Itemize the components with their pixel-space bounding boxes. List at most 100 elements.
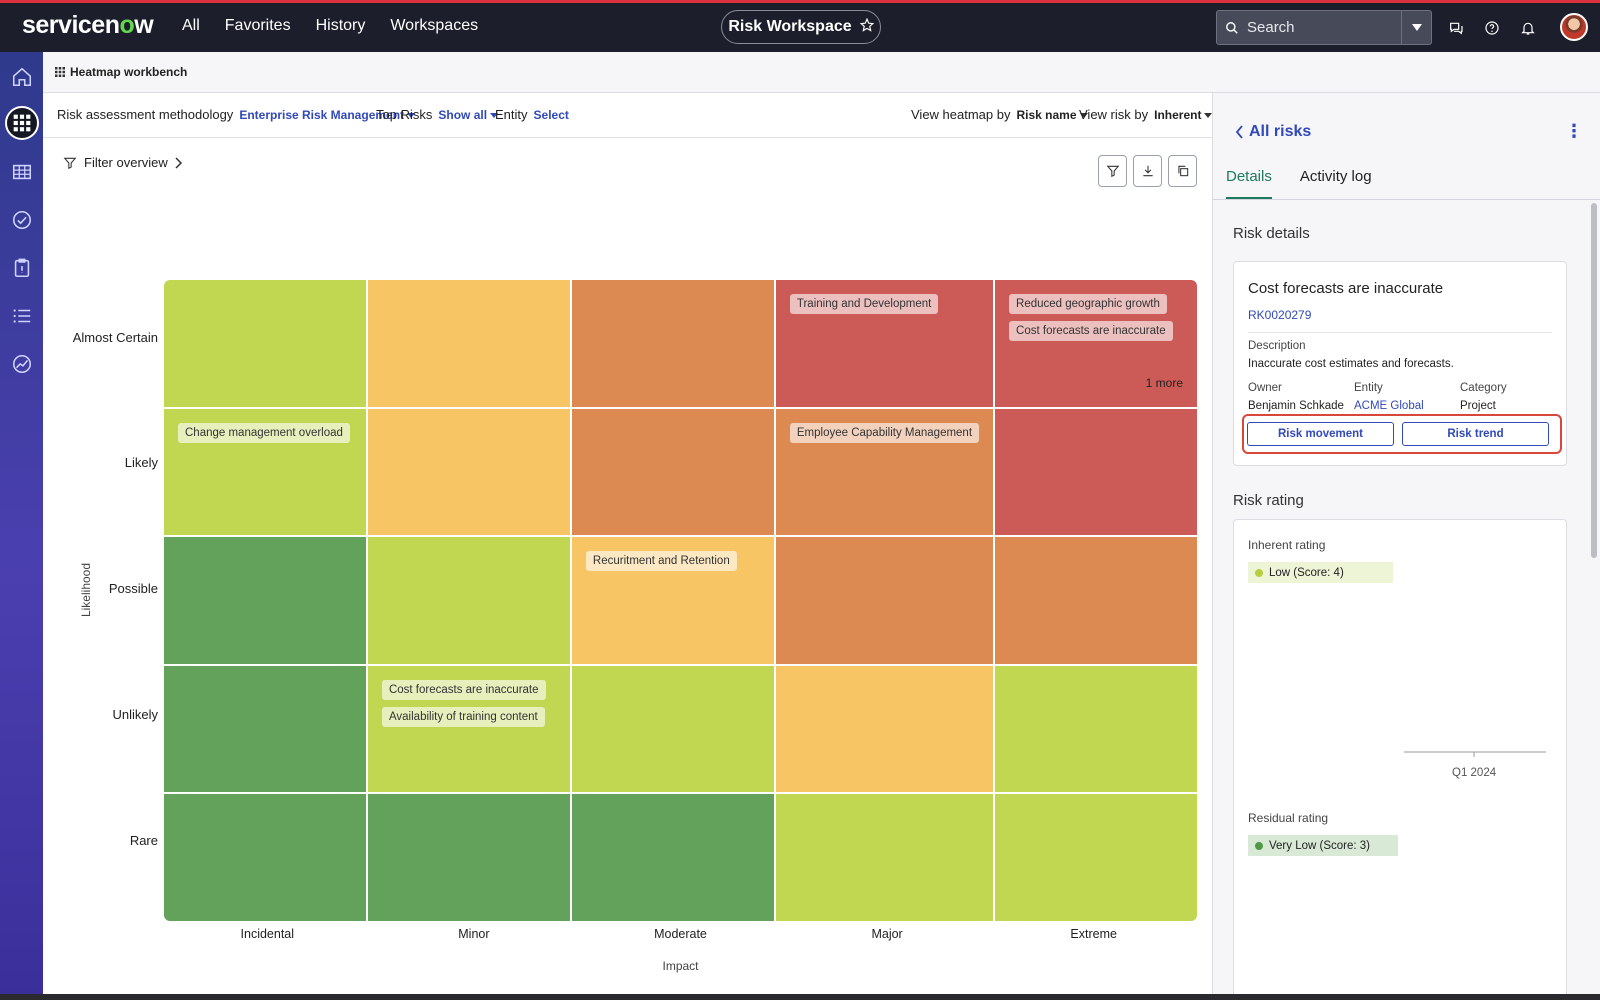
heatmap-cell[interactable]: Cost forecasts are inaccurate Availabilit…	[367, 665, 570, 793]
table-icon[interactable]	[9, 159, 35, 185]
y-label-rare: Rare	[129, 833, 158, 848]
entity-select-link[interactable]: Select	[533, 107, 569, 122]
entity-link[interactable]: ACME Global	[1354, 400, 1424, 412]
heatmap-cell[interactable]	[164, 794, 366, 921]
view-heatmap-dropdown[interactable]: Risk name	[1017, 108, 1088, 122]
heatmap-cell[interactable]	[367, 280, 570, 407]
view-heatmap-label: View heatmap by	[911, 107, 1011, 122]
bottom-strip	[0, 994, 1600, 1000]
heatmap-cell[interactable]	[995, 537, 1197, 664]
heatmap-cell[interactable]	[367, 408, 570, 536]
nav-favorites[interactable]: Favorites	[224, 17, 291, 34]
details-tabs: Details Activity log	[1213, 168, 1600, 200]
inherent-rating-badge: Low (Score: 4)	[1248, 562, 1393, 583]
all-risks-label: All risks	[1249, 123, 1312, 140]
top-nav: All Favorites History Workspaces	[182, 17, 478, 35]
view-risk-label: View risk by	[1079, 107, 1149, 122]
panel-scrollbar[interactable]	[1591, 203, 1597, 558]
view-risk-value: Inherent	[1154, 107, 1202, 122]
view-risk-dropdown[interactable]: Inherent	[1154, 107, 1213, 122]
heatmap-cell[interactable]: Recuritment and Retention	[571, 537, 774, 664]
heatmap-cell[interactable]	[367, 537, 570, 664]
help-icon[interactable]	[1482, 18, 1502, 38]
risk-chip[interactable]: Training and Development	[789, 294, 939, 314]
heatmap-cell[interactable]	[367, 794, 570, 921]
divider	[1248, 332, 1552, 333]
global-search[interactable]: Search	[1216, 10, 1432, 45]
heatmap-cell[interactable]	[571, 280, 774, 407]
tab-activity-log[interactable]: Activity log	[1299, 168, 1372, 185]
nav-all[interactable]: All	[182, 17, 200, 34]
methodology-dropdown[interactable]: Enterprise Risk Management	[239, 108, 416, 122]
heatmap-grid-icon[interactable]	[5, 106, 39, 140]
risk-details-panel: All risks ⋮ Details Activity log Risk de…	[1212, 93, 1600, 1000]
heatmap-cell[interactable]	[775, 665, 994, 793]
all-risks-back-link[interactable]: All risks	[1235, 123, 1311, 141]
user-avatar[interactable]	[1560, 13, 1588, 41]
x-label-incidental: Incidental	[240, 927, 295, 941]
analytics-gauge-icon[interactable]	[9, 351, 35, 377]
clipboard-icon[interactable]	[9, 255, 35, 281]
category-label: Category	[1460, 382, 1507, 394]
workspace-title-pill[interactable]: Risk Workspace	[721, 10, 881, 44]
heatmap-cell[interactable]	[571, 665, 774, 793]
workspace-title: Risk Workspace	[728, 18, 852, 35]
risk-details-heading: Risk details	[1233, 225, 1310, 242]
copy-button[interactable]	[1168, 155, 1197, 187]
heatmap-cell[interactable]	[775, 794, 994, 921]
risk-chip[interactable]: Employee Capability Management	[789, 422, 980, 443]
risk-trend-button[interactable]: Risk trend	[1402, 422, 1549, 446]
check-circle-icon[interactable]	[9, 207, 35, 233]
risk-chip[interactable]: Recuritment and Retention	[585, 551, 737, 572]
inherent-rating-value: Low (Score: 4)	[1269, 566, 1344, 579]
status-dot	[1255, 568, 1263, 577]
heatmap-cell[interactable]	[164, 665, 366, 793]
star-icon[interactable]	[859, 17, 874, 37]
servicenow-logo[interactable]: servicenow	[22, 11, 154, 40]
nav-history[interactable]: History	[315, 17, 366, 34]
owner-value: Benjamin Schkade	[1248, 400, 1344, 412]
risk-heatmap-grid: Training and Development Reduced geograph…	[164, 280, 1197, 921]
heatmap-cell[interactable]	[995, 408, 1197, 536]
risk-chip[interactable]: Cost forecasts are inaccurate	[1009, 321, 1173, 341]
filter-overview-toggle[interactable]: Filter overview	[63, 155, 183, 170]
risk-movement-button[interactable]: Risk movement	[1247, 422, 1394, 446]
heatmap-cell[interactable]: Employee Capability Management	[775, 408, 994, 536]
entity-label: Entity	[1354, 382, 1383, 394]
heatmap-cell[interactable]	[571, 408, 774, 536]
risk-chip[interactable]: Reduced geographic growth	[1009, 294, 1167, 314]
residual-rating-value: Very Low (Score: 3)	[1269, 839, 1370, 852]
heatmap-cell[interactable]	[995, 665, 1197, 793]
heatmap-cell[interactable]	[164, 280, 366, 407]
heatmap-cell[interactable]	[571, 794, 774, 921]
list-icon[interactable]	[9, 303, 35, 329]
more-options-icon[interactable]: ⋮	[1565, 121, 1583, 141]
trend-axis	[1404, 751, 1546, 757]
more-risks-link[interactable]: 1 more	[1145, 375, 1183, 390]
heatmap-cell[interactable]	[995, 794, 1197, 921]
home-icon[interactable]	[9, 64, 35, 90]
search-input[interactable]: Search	[1247, 19, 1295, 36]
nav-workspaces[interactable]: Workspaces	[390, 17, 479, 34]
download-button[interactable]	[1133, 155, 1162, 187]
filter-icon	[63, 157, 77, 169]
heatmap-cell[interactable]	[164, 537, 366, 664]
chat-icon[interactable]	[1446, 18, 1466, 38]
top-risks-dropdown[interactable]: Show all	[438, 108, 499, 122]
y-label-possible: Possible	[108, 581, 158, 596]
heatmap-cell[interactable]	[775, 537, 994, 664]
notifications-bell-icon[interactable]	[1518, 18, 1538, 38]
risk-chip[interactable]: Change management overload	[178, 422, 350, 443]
heatmap-cell[interactable]: Change management overload	[164, 408, 366, 536]
chevron-down-icon	[490, 112, 499, 118]
logo-text-o: o	[119, 11, 135, 39]
filter-button[interactable]	[1098, 155, 1127, 187]
tab-details[interactable]: Details	[1226, 168, 1272, 199]
risk-number-link[interactable]: RK0020279	[1248, 308, 1312, 322]
risk-chip[interactable]: Cost forecasts are inaccurate	[381, 679, 546, 700]
risk-chip[interactable]: Availability of training content	[381, 706, 545, 727]
heatmap-cell[interactable]: Reduced geographic growth Cost forecasts …	[995, 280, 1197, 407]
search-scope-dropdown[interactable]	[1401, 11, 1431, 44]
chevron-down-icon	[1079, 112, 1088, 118]
heatmap-cell[interactable]: Training and Development	[775, 280, 994, 407]
